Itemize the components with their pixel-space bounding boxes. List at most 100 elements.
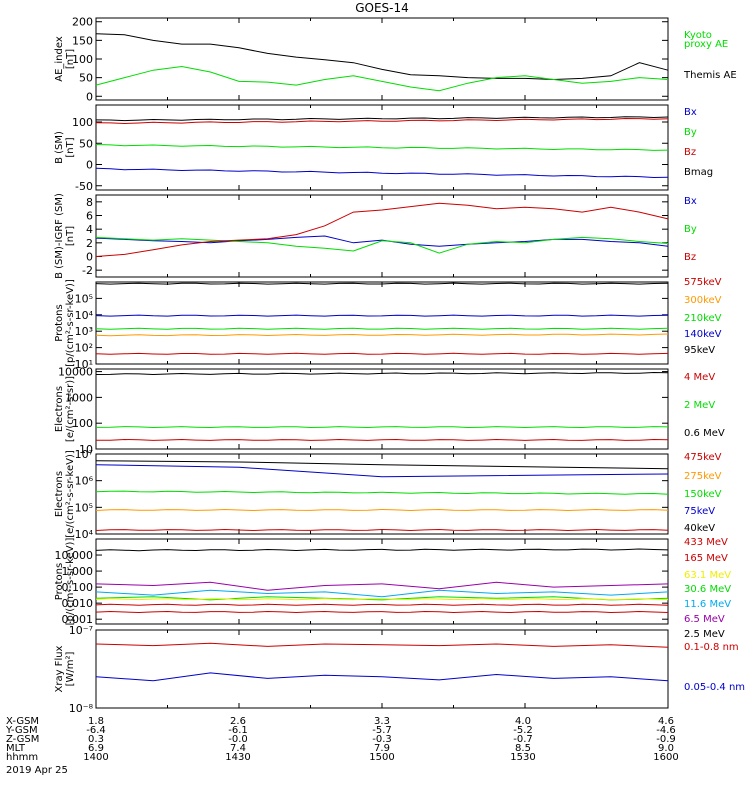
legend-entry: 75keV — [684, 506, 715, 517]
legend-entry: 210keV — [684, 313, 722, 324]
footer-row-label: hhmm — [6, 752, 38, 763]
y-axis-label: [nT] — [65, 49, 76, 69]
panel-frame — [95, 281, 669, 365]
series-line-by — [95, 236, 669, 254]
y-axis-label: Xray Flux — [54, 645, 65, 692]
legend-entry: By — [684, 127, 697, 138]
footer-value: 0.3 — [88, 734, 104, 745]
series-line-210kev — [95, 327, 669, 330]
y-tick-label: -2 — [82, 264, 93, 277]
footer-value: 8.5 — [515, 743, 531, 754]
legend-entry: 433 MeV — [684, 537, 728, 548]
legend-entry: Bz — [684, 147, 696, 158]
panel-6: 10⁴ 10⁵ 10⁶ 10⁷ Electrons [e/(cm²-s-sr-keV)] 4… — [54, 448, 722, 541]
panel-frame — [95, 629, 669, 709]
legend-entry: 11.6 MeV — [684, 599, 731, 610]
footer-value: 1600 — [653, 752, 678, 763]
panel-8: 10⁻⁸ 10⁻⁷ Xray Flux [W/m²] 0.1-0.8 nm 0.05-0.… — [54, 624, 745, 715]
y-tick-label: 10⁵ — [75, 292, 93, 305]
series-line-95kev — [95, 282, 669, 285]
y-tick-label: 10⁴ — [75, 528, 94, 541]
y-tick-label: 10¹ — [75, 358, 93, 371]
footer-value: -0.7 — [513, 734, 533, 745]
series-line-30-6-mev — [95, 596, 669, 601]
y-tick-label: 10.000 — [55, 549, 94, 562]
y-tick-label: 0.001 — [62, 613, 94, 626]
legend-entry: proxy AE — [684, 39, 728, 50]
y-axis-label: [p/(cm²-s-sr-keV)] — [65, 538, 76, 626]
footer-value: 4.0 — [515, 716, 531, 727]
series-line-165-mev — [95, 603, 669, 606]
footer-row-label: MLT — [6, 743, 26, 754]
series-line-by — [95, 144, 669, 151]
y-tick-label: 0 — [86, 251, 93, 264]
legend-entry: 4 MeV — [684, 372, 715, 383]
legend-entry: Bmag — [684, 167, 713, 178]
footer-value: -0.0 — [228, 734, 248, 745]
series-line-575kev — [95, 352, 669, 355]
y-tick-label: 10⁶ — [75, 475, 94, 488]
legend-entry: Bx — [684, 107, 697, 118]
y-axis-label: [nT] — [65, 226, 76, 246]
series-line-475kev — [95, 528, 669, 532]
y-tick-label: -50 — [75, 180, 93, 193]
series-line-75kev — [95, 464, 669, 478]
y-tick-label: 0.010 — [62, 597, 94, 610]
y-tick-label: 50 — [79, 72, 93, 85]
series-line-40kev — [95, 460, 669, 470]
legend-entry: 6.5 MeV — [684, 614, 725, 625]
y-tick-label: 100 — [72, 116, 93, 129]
footer-value: 1500 — [369, 752, 394, 763]
footer-value: -4.6 — [656, 725, 676, 736]
footer-value: 9.0 — [658, 743, 674, 754]
legend-entry: 2 MeV — [684, 400, 715, 411]
y-tick-label: 10⁻⁷ — [69, 624, 93, 637]
y-tick-label: 10⁷ — [75, 448, 93, 461]
y-tick-label: 100 — [72, 417, 93, 430]
y-tick-label: 0.100 — [62, 581, 94, 594]
legend-entry: Bx — [684, 196, 697, 207]
y-tick-label: 100 — [72, 53, 93, 66]
footer-row-label: Z-GSM — [6, 734, 39, 745]
panel-4: 10¹ 10² 10³ 10⁴ 10⁵ Protons [p/(cm²-s-sr-keV)]… — [54, 277, 722, 371]
legend-entry: 275keV — [684, 471, 722, 482]
footer-value: 7.4 — [230, 743, 246, 754]
panel-frame — [95, 17, 669, 101]
footer-value: -0.3 — [372, 734, 392, 745]
y-axis-label: [W/m²] — [65, 651, 76, 686]
y-tick-label: 10⁴ — [75, 309, 94, 322]
footer-value: 1.8 — [88, 716, 104, 727]
y-axis-label: [nT] — [65, 137, 76, 157]
panel-2: -50 0 50 100 B (SM) [nT] Bx By Bz Bmag — [54, 104, 713, 193]
panel-5: 10 100 1000 10000 Electrons [e/(cm²-s-sr)] 4 M… — [54, 366, 725, 456]
legend-entry: Kyoto — [684, 30, 712, 41]
y-tick-label: 8 — [86, 196, 93, 209]
footer-value: 1400 — [83, 752, 108, 763]
legend-entry: 475keV — [684, 452, 722, 463]
y-tick-label: 10⁻⁸ — [69, 702, 94, 715]
footer-date: 2019 Apr 25 — [6, 765, 68, 776]
series-line-bz — [95, 202, 669, 257]
series-line-bmag — [95, 116, 669, 122]
series-line-6-5-mev — [95, 581, 669, 591]
y-tick-label: 10000 — [58, 366, 93, 379]
series-line-2-mev — [95, 426, 669, 429]
series-line-140kev — [95, 314, 669, 317]
footer-row-label: X-GSM — [6, 716, 39, 727]
legend-entry: 150keV — [684, 489, 722, 500]
legend-entry: 300keV — [684, 295, 722, 306]
legend-entry: 0.6 MeV — [684, 428, 725, 439]
y-axis-label: Protons — [54, 304, 65, 341]
footer-value: 1430 — [225, 752, 250, 763]
y-axis-label: Protons — [54, 563, 65, 600]
footer-value: 4.6 — [658, 716, 674, 727]
y-axis-label: B (SM)-IGRF (SM) — [54, 193, 65, 279]
y-tick-label: 1000 — [65, 391, 93, 404]
footer-value: -6.1 — [228, 725, 248, 736]
footer-value: 1530 — [510, 752, 535, 763]
footer-value: 2.6 — [230, 716, 246, 727]
y-tick-label: 10 — [79, 443, 93, 456]
